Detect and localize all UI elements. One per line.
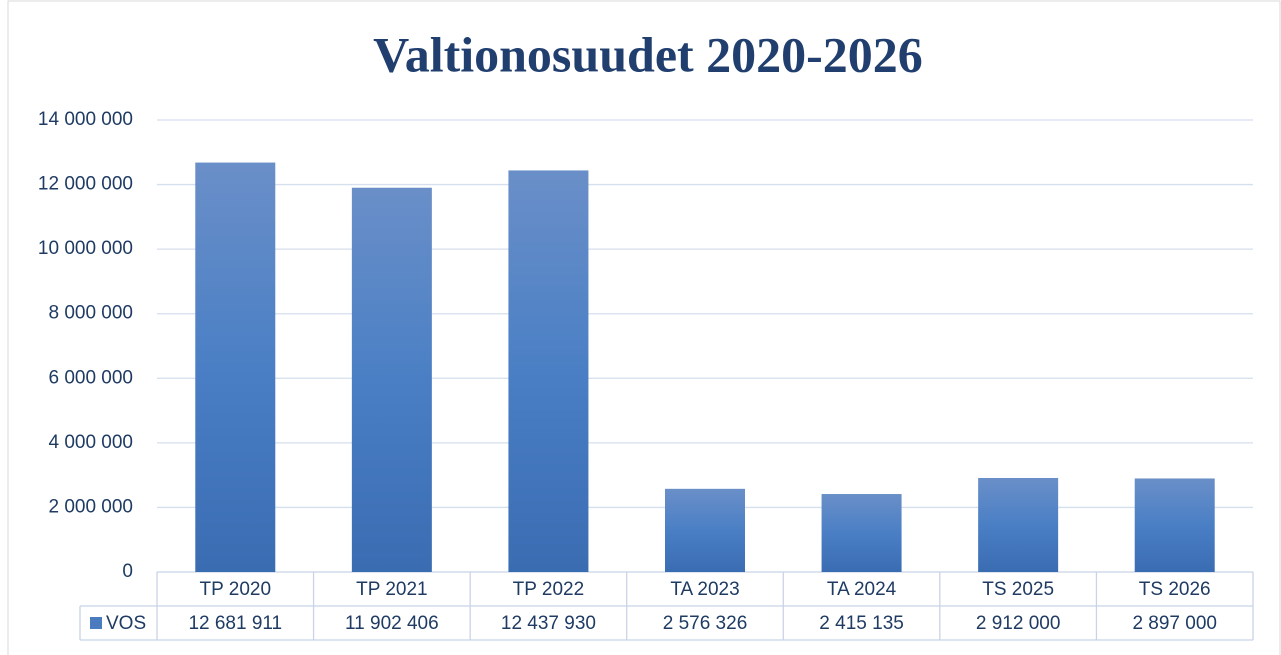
bar (1134, 478, 1215, 572)
y-tick-label: 4 000 000 (48, 432, 133, 453)
x-tick-label: TA 2023 (670, 579, 739, 600)
bar (508, 170, 589, 572)
bar (351, 187, 432, 572)
chart-title: Valtionosuudet 2020-2026 (373, 26, 923, 82)
bar (978, 477, 1059, 572)
x-tick-label: TP 2021 (356, 579, 427, 600)
x-tick-label: TP 2020 (200, 579, 271, 600)
y-tick-label: 6 000 000 (48, 367, 133, 388)
bar (665, 488, 745, 572)
y-tick-label: 2 000 000 (48, 496, 133, 517)
table-value: 11 902 406 (345, 613, 439, 634)
table-value: 2 415 135 (819, 613, 904, 634)
legend-swatch (90, 617, 102, 629)
y-tick-label: 12 000 000 (38, 174, 133, 195)
table-value: 12 681 911 (188, 613, 282, 634)
table-value: 2 912 000 (976, 613, 1061, 634)
bar (821, 494, 902, 572)
x-tick-label: TS 2025 (982, 579, 1054, 600)
x-tick-label: TP 2022 (513, 579, 584, 600)
y-tick-label: 0 (122, 561, 133, 582)
y-tick-label: 8 000 000 (48, 303, 133, 324)
bar (195, 162, 276, 572)
chart-border (7, 0, 1281, 655)
y-tick-label: 10 000 000 (38, 238, 133, 259)
legend-label: VOS (106, 613, 146, 634)
y-tick-label: 14 000 000 (38, 109, 133, 130)
x-tick-label: TS 2026 (1139, 579, 1211, 600)
table-value: 12 437 930 (501, 613, 596, 634)
table-value: 2 576 326 (663, 613, 748, 634)
table-value: 2 897 000 (1132, 613, 1217, 634)
x-tick-label: TA 2024 (827, 579, 897, 600)
